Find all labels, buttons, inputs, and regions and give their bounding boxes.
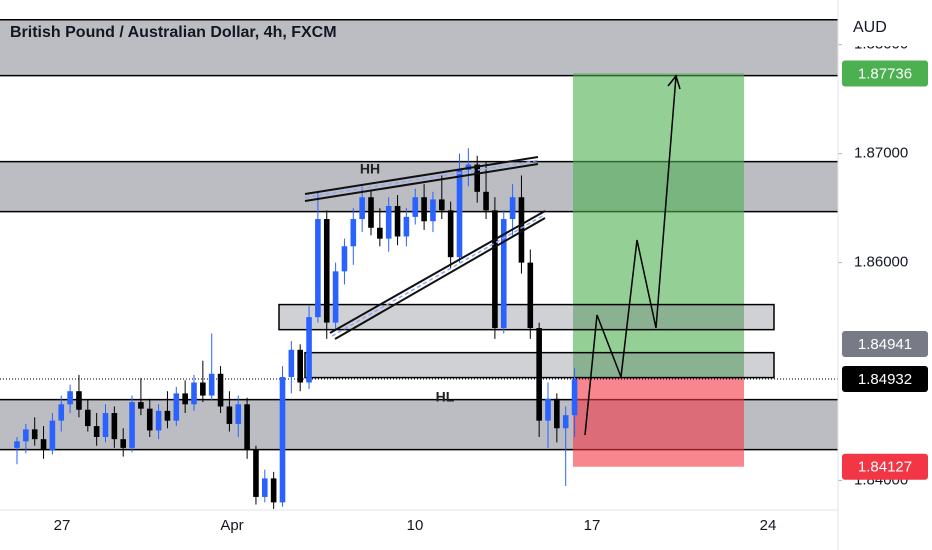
candle-body bbox=[49, 420, 56, 451]
trend-line bbox=[329, 210, 546, 334]
candle-body bbox=[368, 197, 374, 228]
candle-body bbox=[518, 197, 525, 263]
candle-body bbox=[102, 413, 109, 437]
candle-body bbox=[332, 271, 339, 323]
trend-line bbox=[331, 213, 546, 337]
candle-body bbox=[297, 349, 303, 383]
candle-body bbox=[40, 439, 47, 451]
candle-body bbox=[244, 404, 250, 451]
candle-body bbox=[492, 210, 498, 329]
candle-body bbox=[191, 382, 197, 405]
trend-line bbox=[334, 217, 546, 340]
candle-body bbox=[509, 197, 516, 220]
price-badge-label: 1.84932 bbox=[858, 371, 912, 388]
candle-body bbox=[146, 408, 153, 431]
candle-body bbox=[306, 317, 312, 383]
annotation: HH bbox=[360, 161, 380, 177]
candle-body bbox=[226, 406, 233, 424]
drawings: HH HL bbox=[304, 74, 681, 436]
profit-zone bbox=[573, 73, 744, 379]
candle-body bbox=[111, 413, 118, 440]
candle-body bbox=[315, 219, 321, 318]
x-tick-label: Apr bbox=[220, 517, 243, 534]
candle-body bbox=[323, 219, 330, 323]
candle-body bbox=[554, 398, 560, 429]
price-badge-label: 1.87736 bbox=[858, 65, 912, 82]
candle-body bbox=[483, 191, 489, 211]
candle-body bbox=[76, 391, 82, 410]
y-tick-label: 1.86000 bbox=[854, 254, 908, 271]
x-tick-label: 24 bbox=[760, 517, 777, 534]
candle-body bbox=[447, 210, 454, 258]
candle-body bbox=[85, 409, 91, 427]
candle-body bbox=[385, 205, 392, 239]
candle-body bbox=[262, 478, 268, 497]
candle-body bbox=[571, 379, 578, 416]
candle-body bbox=[412, 197, 419, 217]
candle-body bbox=[200, 382, 206, 396]
candle-body bbox=[182, 393, 188, 405]
candle-body bbox=[67, 391, 73, 405]
candle-body bbox=[527, 262, 534, 329]
candle-body bbox=[58, 404, 65, 421]
candle-body bbox=[120, 439, 126, 448]
candle-body bbox=[341, 246, 348, 272]
trend-line bbox=[304, 159, 539, 199]
chart-title: British Pound / Australian Dollar, 4h, F… bbox=[10, 24, 337, 41]
candle-body bbox=[93, 426, 100, 437]
candle-body bbox=[439, 199, 445, 211]
candle-body bbox=[155, 410, 162, 431]
candle-body bbox=[270, 478, 277, 503]
candle-body bbox=[536, 328, 542, 421]
candle-body bbox=[235, 404, 242, 424]
candle-body bbox=[394, 205, 401, 237]
trend-line bbox=[304, 163, 539, 202]
candle-body bbox=[14, 441, 20, 448]
candle-body bbox=[208, 373, 215, 396]
y-tick-label: 1.87000 bbox=[854, 145, 908, 162]
candle-body bbox=[288, 349, 295, 378]
candle-body bbox=[31, 429, 38, 440]
currency-bg bbox=[842, 10, 932, 46]
candle-body bbox=[545, 398, 551, 421]
candle-body bbox=[23, 429, 29, 442]
candle-body bbox=[138, 402, 144, 409]
candle-body bbox=[173, 393, 180, 421]
x-tick-label: 27 bbox=[54, 517, 71, 534]
candle-body bbox=[129, 402, 135, 448]
zone bbox=[0, 19, 838, 76]
candle-body bbox=[430, 199, 436, 222]
candle-body bbox=[500, 219, 507, 329]
trend-line bbox=[304, 156, 539, 195]
box bbox=[278, 303, 775, 331]
candle-body bbox=[164, 410, 171, 421]
price-badge-label: 1.84127 bbox=[858, 459, 912, 476]
candle-body bbox=[474, 164, 480, 192]
arrow-head bbox=[667, 74, 681, 90]
candle-body bbox=[253, 450, 259, 497]
candle-body bbox=[359, 197, 365, 220]
price-badge bbox=[842, 60, 928, 87]
loss-zone bbox=[573, 378, 744, 467]
candle-body bbox=[279, 377, 286, 503]
x-tick-label: 17 bbox=[584, 517, 601, 534]
price-badge bbox=[842, 366, 928, 393]
currency-label: AUD bbox=[853, 19, 887, 36]
price-badge bbox=[842, 453, 928, 480]
candle-body bbox=[421, 197, 427, 222]
annotation: HL bbox=[436, 389, 455, 405]
price-badge-label: 1.84941 bbox=[858, 336, 912, 353]
candle-body bbox=[350, 219, 357, 247]
candle-body bbox=[456, 170, 463, 258]
candle-body bbox=[562, 415, 569, 429]
projection-path bbox=[584, 75, 677, 436]
candle-body bbox=[403, 216, 410, 237]
candle-body bbox=[217, 373, 224, 407]
x-tick-label: 10 bbox=[407, 517, 424, 534]
candle-body bbox=[377, 227, 383, 239]
price-badge bbox=[842, 331, 928, 358]
